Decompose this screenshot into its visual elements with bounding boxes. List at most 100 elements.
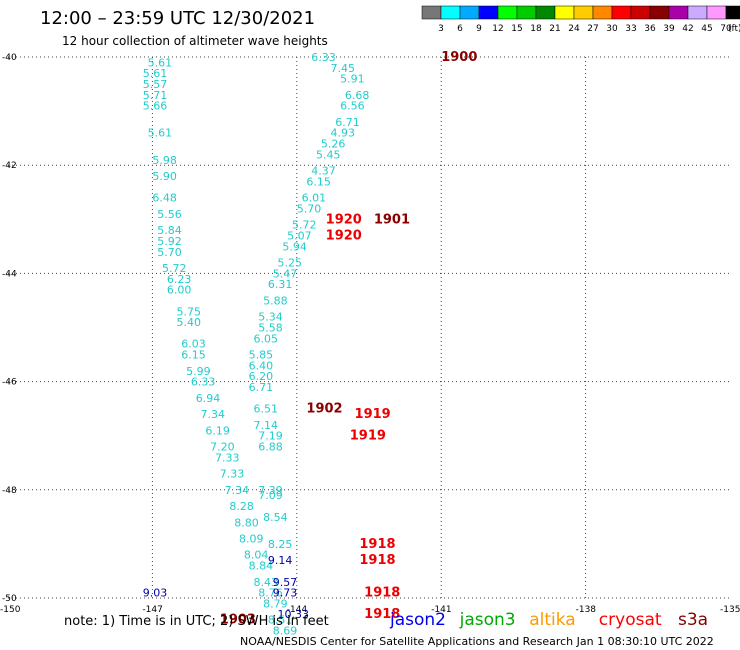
colorbar-label: 15 (511, 24, 522, 34)
swh-label: 6.23 (167, 273, 192, 286)
swh-label: 8.54 (263, 511, 288, 524)
time-label: 1900 (441, 50, 477, 65)
swh-label: 5.34 (258, 311, 283, 324)
colorbar-label: 36 (644, 24, 656, 34)
swh-label: 5.47 (273, 267, 298, 280)
colorbar-label: 9 (476, 24, 482, 34)
swh-label: 7.09 (258, 489, 283, 502)
swh-label: 6.33 (191, 376, 216, 389)
swh-label: 8.09 (239, 532, 263, 545)
swh-label: 6.56 (340, 100, 365, 113)
colorbar-label: 3 (438, 24, 444, 34)
swh-label: 8.80 (234, 516, 259, 529)
colorbar-swatch (440, 5, 461, 20)
colorbar-swatch (459, 5, 480, 20)
swh-label: 4.93 (330, 127, 355, 140)
colorbar-swatch (573, 5, 594, 20)
time-label: 1919 (355, 407, 391, 422)
swh-label: 5.57 (143, 78, 168, 91)
time-label: 1918 (359, 537, 395, 552)
swh-label: 6.15 (181, 349, 206, 362)
colorbar-swatch (611, 5, 632, 20)
swh-label: 5.84 (157, 224, 182, 237)
satellite-jason3: jason3 (459, 610, 516, 630)
chart-title: 12:00 – 23:59 UTC 12/30/2021 (40, 8, 315, 29)
swh-label: 5.72 (162, 262, 187, 275)
swh-label: 6.68 (345, 89, 370, 102)
swh-label: 5.88 (263, 294, 288, 307)
satellite-legend: jason2 jason3 altika cryosat s3a (389, 610, 708, 630)
swh-label: 5.85 (249, 349, 274, 362)
colorbar-swatch (725, 5, 740, 20)
swh-label: 7.45 (330, 62, 355, 75)
swh-label: 5.58 (258, 322, 283, 335)
colorbar-label: 42 (682, 24, 693, 34)
swh-label: 6.94 (196, 392, 221, 405)
swh-label: 8.69 (273, 624, 298, 637)
colorbar-swatch (706, 5, 727, 20)
swh-label: 5.56 (157, 208, 182, 221)
colorbar-label: 24 (568, 24, 580, 34)
swh-label: 6.19 (205, 424, 230, 437)
swh-label: 5.45 (316, 148, 341, 161)
time-label: 1918 (364, 586, 400, 601)
swh-label: 5.94 (282, 240, 307, 253)
swh-label: 6.48 (152, 192, 177, 205)
swh-label: 5.61 (148, 127, 173, 140)
colorbar-label: 30 (606, 24, 618, 34)
swh-label: 9.14 (268, 554, 293, 567)
swh-label: 8.28 (229, 500, 254, 513)
swh-label: 5.25 (278, 257, 303, 270)
time-label: 1903 (220, 613, 256, 628)
swh-label: 7.39 (258, 484, 283, 497)
swh-label: 6.05 (253, 332, 277, 345)
swh-label: 5.98 (152, 154, 177, 167)
time-label: 1920 (326, 212, 362, 227)
x-tick-label: -141 (431, 605, 451, 615)
y-tick-label: -40 (2, 53, 17, 63)
time-label: 1901 (374, 212, 410, 227)
time-label: 1918 (364, 607, 400, 622)
swh-label: 5.26 (321, 138, 346, 151)
colorbar-label: 12 (492, 24, 503, 34)
swh-label: 6.88 (258, 441, 283, 454)
colorbar-swatch (649, 5, 670, 20)
swh-label: 8.51 (268, 614, 293, 627)
colorbar-swatch (516, 5, 537, 20)
grid-lines (8, 56, 730, 599)
colorbar-label: 6 (457, 24, 463, 34)
swh-label: 6.15 (306, 175, 331, 188)
swh-label: 5.99 (186, 365, 211, 378)
swh-label: 6.71 (335, 116, 360, 129)
time-label: 1918 (359, 553, 395, 568)
x-tick-label: -150 (0, 605, 21, 615)
swh-label: 7.33 (215, 451, 240, 464)
colorbar-swatch (592, 5, 613, 20)
y-tick-label: -42 (2, 161, 17, 171)
swh-label: 7.34 (225, 484, 250, 497)
axis-ticks: -40 -42 -44 -46 -48 -50-150 -147 -144 -141 -138 -1… (0, 53, 740, 615)
colorbar-label: 45 (701, 24, 712, 34)
swh-label: 6.33 (311, 51, 336, 64)
swh-label: 10.33 (278, 608, 310, 621)
swh-label: 6.00 (167, 284, 192, 297)
swh-label: 5.75 (176, 305, 201, 318)
swh-label: 6.71 (249, 381, 274, 394)
swh-label: 5.71 (143, 89, 168, 102)
y-tick-label: -46 (2, 378, 17, 388)
swh-label: 8.04 (244, 549, 269, 562)
swh-label: 8.79 (263, 597, 288, 610)
swh-label: 7.33 (220, 468, 245, 481)
note-text: note: 1) Time is in UTC; 2) SWH is in fe… (64, 614, 329, 629)
time-label: 1920 (326, 229, 362, 244)
colorbar-unit: (ft) (728, 24, 740, 34)
colorbar-swatch (554, 5, 575, 20)
credit-text: NOAA/NESDIS Center for Satellite Applica… (240, 635, 714, 648)
x-tick-label: -138 (576, 605, 597, 615)
colorbar-swatch (478, 5, 499, 20)
satellite-altika: altika (529, 610, 576, 630)
chart-subtitle: 12 hour collection of altimeter wave hei… (62, 34, 328, 48)
colorbar-swatch (668, 5, 689, 20)
